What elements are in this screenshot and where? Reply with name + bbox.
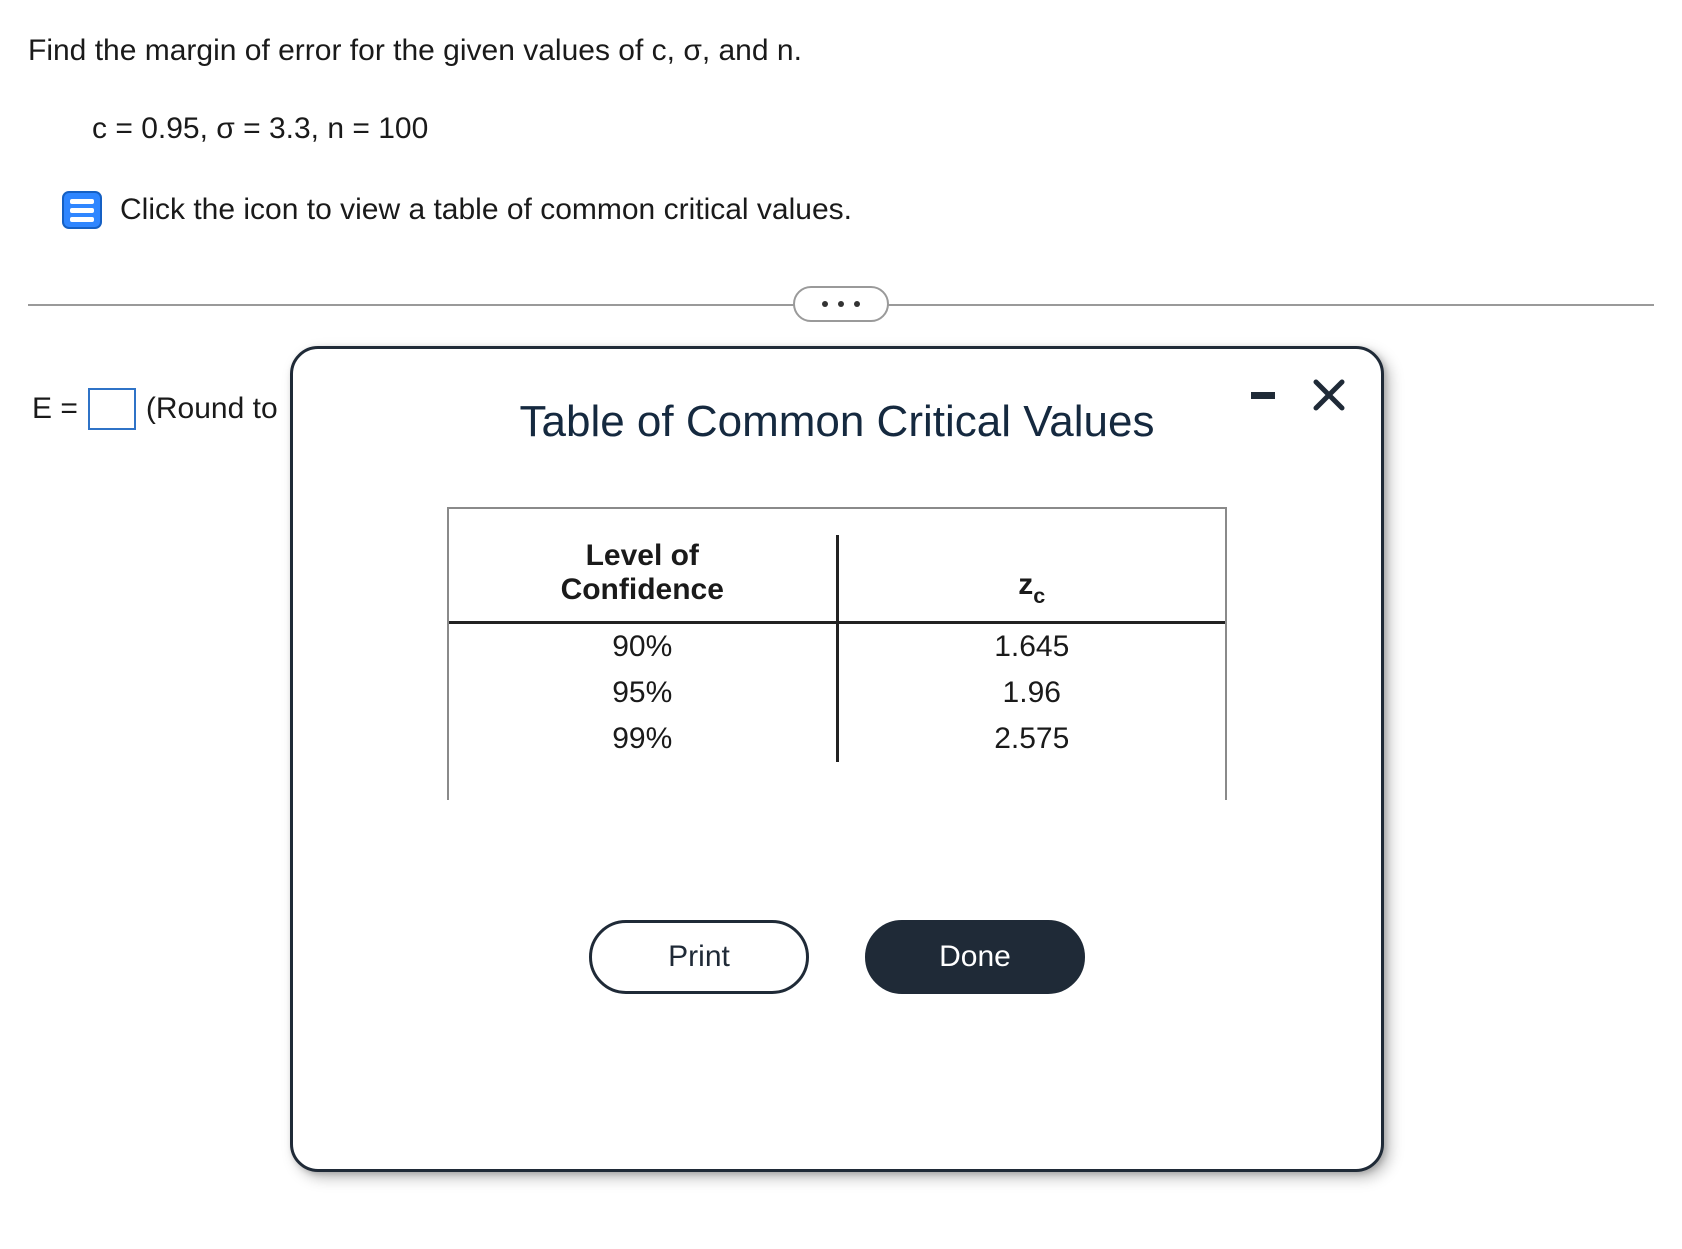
critical-values-table: Level of Confidence zc 90% 1.645: [449, 535, 1225, 762]
modal-button-row: Print Done: [333, 920, 1341, 994]
cell-zc: 1.645: [837, 623, 1225, 671]
zc-main: z: [1018, 568, 1033, 601]
modal-controls: [1245, 375, 1349, 415]
done-button[interactable]: Done: [865, 920, 1085, 994]
answer-label-prefix: E =: [32, 392, 78, 426]
section-divider: [28, 304, 1654, 308]
close-button[interactable]: [1309, 375, 1349, 415]
answer-input[interactable]: [88, 388, 136, 430]
critical-values-modal: Table of Common Critical Values Level of…: [290, 346, 1384, 1172]
page-root: Find the margin of error for the given v…: [0, 0, 1682, 1249]
cell-level: 95%: [449, 670, 837, 716]
dot-icon: [838, 301, 844, 307]
table-row: 95% 1.96: [449, 670, 1225, 716]
icon-hint-text: Click the icon to view a table of common…: [120, 193, 852, 227]
table-row: 90% 1.645: [449, 623, 1225, 671]
zc-sub: c: [1033, 583, 1045, 608]
header-left-line1: Level of: [586, 539, 699, 572]
answer-label-suffix: (Round to: [146, 392, 278, 426]
question-params: c = 0.95, σ = 3.3, n = 100: [92, 112, 1654, 146]
dot-icon: [822, 301, 828, 307]
table-header-level: Level of Confidence: [449, 535, 837, 623]
more-pill-button[interactable]: [793, 286, 889, 322]
modal-title: Table of Common Critical Values: [333, 397, 1341, 447]
minimize-button[interactable]: [1245, 377, 1281, 413]
table-header-zc: zc: [837, 535, 1225, 623]
cell-zc: 1.96: [837, 670, 1225, 716]
table-row: 99% 2.575: [449, 716, 1225, 762]
icon-hint-row: Click the icon to view a table of common…: [58, 186, 1654, 234]
book-icon[interactable]: [58, 186, 106, 234]
header-left-line2: Confidence: [561, 573, 724, 606]
critical-values-table-box: Level of Confidence zc 90% 1.645: [447, 507, 1227, 800]
cell-level: 90%: [449, 623, 837, 671]
dot-icon: [854, 301, 860, 307]
cell-zc: 2.575: [837, 716, 1225, 762]
question-prompt: Find the margin of error for the given v…: [28, 34, 1654, 68]
print-button[interactable]: Print: [589, 920, 809, 994]
cell-level: 99%: [449, 716, 837, 762]
